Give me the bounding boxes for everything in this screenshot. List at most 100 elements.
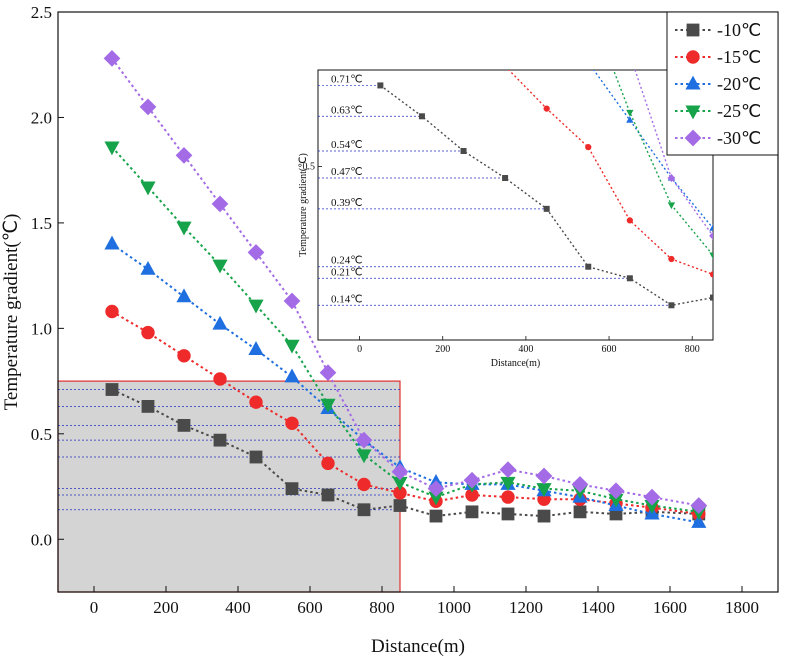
series-1 — [105, 383, 706, 523]
legend-item: -30℃ — [675, 128, 761, 148]
data-point — [537, 509, 551, 523]
data-point — [571, 476, 589, 493]
legend-item: -20℃ — [675, 74, 761, 94]
data-point — [285, 482, 299, 496]
data-point — [176, 288, 192, 303]
data-point — [248, 299, 264, 314]
data-point — [103, 50, 121, 67]
inset-data-point — [502, 63, 507, 68]
legend-frame — [666, 11, 779, 156]
inset-x-tick-label: 400 — [518, 344, 533, 355]
x-tick-label: 800 — [369, 598, 395, 617]
data-point — [643, 488, 661, 506]
x-axis-title: Distance(m) — [371, 636, 465, 657]
data-point — [283, 292, 301, 310]
data-point — [247, 244, 265, 261]
y-tick-label: 0.0 — [31, 530, 52, 549]
data-point — [429, 509, 443, 523]
inset-x-axis-title: Distance(m) — [491, 358, 540, 369]
data-point — [177, 418, 191, 432]
legend-marker — [684, 129, 702, 147]
inset-data-point — [460, 147, 467, 154]
data-point — [105, 304, 119, 319]
data-point — [357, 477, 371, 492]
legend-label: -15℃ — [717, 47, 761, 67]
y-tick-label: 2.0 — [31, 108, 52, 127]
data-point — [212, 259, 228, 274]
data-point — [501, 490, 515, 504]
inset-y-tick-label: 0.5 — [303, 161, 316, 172]
x-tick-label: 400 — [225, 598, 251, 617]
data-point — [607, 482, 625, 500]
data-point — [284, 339, 300, 354]
data-point — [104, 235, 120, 250]
y-axis-title: Temperature gradient(℃) — [1, 214, 22, 411]
inset-x-tick-label: 0 — [357, 344, 362, 355]
inset-data-point — [585, 59, 591, 64]
legend-label: -10℃ — [717, 20, 761, 40]
data-point — [213, 372, 227, 386]
data-point — [211, 195, 229, 213]
data-point — [212, 315, 228, 330]
data-point — [249, 450, 263, 464]
inset-data-point — [626, 51, 633, 58]
data-point — [139, 98, 157, 116]
inset-annotation: 0.71℃ — [331, 73, 363, 85]
inset-data-point — [585, 2, 591, 7]
data-point — [427, 480, 445, 498]
inset-series-2 — [502, 63, 713, 278]
data-point — [248, 341, 264, 355]
y-tick-label: 1.5 — [31, 214, 52, 233]
inset-data-point — [709, 224, 713, 231]
legend-label: -25℃ — [717, 101, 761, 121]
inset-data-point — [543, 105, 550, 112]
x-tick-label: 600 — [297, 598, 323, 617]
inset-annotation: 0.24℃ — [331, 255, 363, 267]
highlight-region — [57, 380, 401, 593]
inset-data-point — [667, 174, 676, 182]
inset-y-axis-title: Temperature gradient(℃) — [298, 153, 309, 257]
x-tick-label: 1800 — [725, 598, 759, 617]
series-5 — [103, 50, 708, 514]
inset-data-point — [626, 217, 633, 224]
legend-label: -30℃ — [717, 128, 761, 148]
inset-frame — [317, 69, 714, 341]
inset-data-point — [626, 116, 634, 123]
y-tick-label: 1.0 — [31, 319, 52, 338]
data-point — [355, 431, 373, 449]
inset-x-tick-label: 800 — [685, 344, 700, 355]
inset-data-point — [668, 255, 675, 263]
inset-series-5 — [626, 51, 713, 240]
data-point — [393, 499, 407, 512]
data-point — [249, 395, 263, 409]
data-point — [465, 505, 479, 519]
data-point — [285, 416, 299, 430]
data-point — [319, 364, 337, 382]
data-point — [499, 461, 517, 479]
inset-x-tick-label: 600 — [602, 344, 617, 355]
inset-annotation: 0.54℃ — [331, 139, 363, 151]
inset-data-point — [377, 82, 384, 89]
data-point — [141, 325, 155, 340]
x-tick-label: 0 — [90, 598, 99, 617]
inset-data-point — [502, 174, 509, 181]
legend: -10℃ -15℃ -20℃ -25℃ -30℃ — [666, 11, 779, 156]
inset-annotation: 0.47℃ — [331, 166, 363, 178]
inset-data-point — [667, 202, 676, 210]
data-point — [176, 221, 192, 236]
data-point — [140, 181, 156, 196]
inset-data-point — [585, 263, 592, 270]
inset-data-point — [710, 294, 713, 301]
data-point — [501, 507, 515, 521]
inset-data-point — [668, 302, 675, 309]
legend-item: -15℃ — [675, 47, 761, 67]
legend-marker — [685, 75, 701, 90]
y-tick-label: 2.5 — [31, 3, 52, 22]
data-point — [141, 399, 155, 413]
y-tick-label: 0.5 — [31, 425, 52, 444]
x-tick-label: 200 — [153, 598, 179, 617]
inset-x-tick-label: 200 — [435, 344, 450, 355]
data-point — [140, 260, 156, 275]
data-point — [357, 503, 371, 517]
inset-plot — [318, 2, 713, 309]
